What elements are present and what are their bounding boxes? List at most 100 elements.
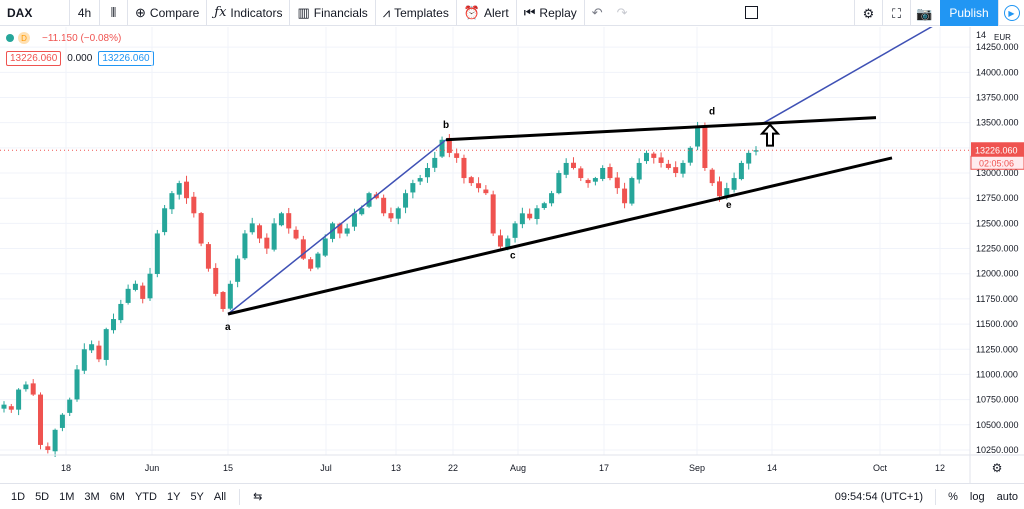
price-tick-label: 14250.000 [976, 42, 1019, 52]
auto-toggle[interactable]: auto [996, 491, 1018, 503]
price-axis-bg [970, 27, 1024, 483]
undo-button[interactable]: ↶ [585, 0, 610, 26]
range-1d[interactable]: 1D [11, 490, 26, 503]
range-5d[interactable]: 5D [35, 490, 50, 503]
candle-body [490, 194, 496, 234]
range-ytd[interactable]: YTD [134, 490, 157, 503]
calendar-range-icon: ⇆ [253, 491, 263, 503]
candle-body [585, 179, 591, 184]
clock[interactable]: 09:54:54 (UTC+1) [834, 491, 924, 503]
countdown-tag [970, 155, 1024, 170]
alert-button[interactable]: ⏰ Alert [457, 0, 517, 26]
symbol-search[interactable]: DAX [0, 0, 70, 26]
sell-price[interactable]: 13226.060 [6, 51, 62, 66]
candle-body [658, 157, 664, 163]
gear-icon: ⚙ [862, 5, 875, 21]
range-6m[interactable]: 6M [109, 490, 125, 503]
play-circle-icon: ▶ [1003, 5, 1020, 21]
candle-body [600, 167, 606, 179]
currency-label: EUR [994, 33, 1011, 42]
range-5y[interactable]: 5Y [190, 490, 204, 503]
candle-body [731, 178, 737, 190]
candle-body [738, 162, 744, 180]
candle-body [74, 369, 80, 400]
bottom-right-controls: 09:54:54 (UTC+1) % log auto [835, 484, 1018, 509]
range-1m[interactable]: 1M [59, 490, 75, 503]
chart-drawings [0, 27, 970, 316]
snapshot-button[interactable]: 📷 [910, 0, 938, 26]
templates-button[interactable]: ⩘ Templates [376, 0, 457, 26]
publish-button[interactable]: Publish [940, 0, 998, 26]
time-tick-label: Jun [145, 463, 160, 473]
price-tick-label: 10250.000 [976, 445, 1019, 455]
candle-body [337, 223, 343, 234]
top-toolbar: DAX 4h ⫴ ⊕ Compare ƒx Indicators ▥ Financia… [0, 0, 1024, 26]
price-tick-label: 10500.000 [976, 420, 1019, 430]
fullscreen-button[interactable]: ⛶ [882, 0, 910, 26]
replay-button[interactable]: ⏮ Replay [517, 0, 585, 26]
chart-type-button[interactable]: ⫴ [100, 0, 128, 26]
interval-selector[interactable]: 4h [70, 0, 100, 26]
price-tick-label: 10750.000 [976, 395, 1019, 405]
candle-body [30, 383, 36, 395]
breakout-arrow-icon [759, 123, 781, 147]
range-all[interactable]: All [213, 490, 227, 503]
candle-body [257, 225, 263, 239]
candle-body [505, 238, 511, 249]
candle-body [439, 139, 445, 157]
candle-body [67, 399, 73, 413]
layout-button[interactable] [738, 0, 765, 26]
compare-label: Compare [149, 5, 200, 20]
financials-button[interactable]: ▥ Financials [290, 0, 376, 26]
candle-body [607, 167, 613, 179]
indicators-button[interactable]: ƒx Indicators [207, 0, 291, 26]
candle-body [468, 177, 474, 184]
redo-button[interactable]: ↷ [610, 0, 635, 26]
candle-body [205, 244, 211, 269]
current-price-label: 13226.060 [975, 145, 1018, 155]
candle-body [96, 345, 102, 360]
candle-body [344, 228, 350, 234]
candle-body [278, 213, 284, 226]
candle-body [293, 229, 299, 239]
buy-price[interactable]: 13226.060 [98, 51, 154, 66]
candle-body [59, 414, 65, 428]
publish-menu-button[interactable]: ▶ [998, 0, 1024, 26]
candle-body [1, 404, 7, 409]
candle-body [709, 169, 715, 184]
bar-chart-icon: ▥ [297, 5, 310, 20]
date-range-button[interactable]: ⇆ [248, 490, 267, 503]
time-tick-label: 12 [935, 463, 945, 473]
price-chart[interactable]: a b c d e 14250.000 14000.000 13750.000 13500.0… [0, 27, 1024, 483]
candle-body [322, 238, 328, 256]
candle-body [680, 162, 686, 174]
axis-gear-icon: ⚙ [992, 461, 1003, 475]
candle-body [140, 285, 146, 299]
log-toggle[interactable]: log [969, 491, 985, 503]
candle-body [541, 203, 547, 208]
candle-body [132, 283, 138, 290]
candle-body [191, 196, 197, 214]
candle-body [351, 213, 357, 227]
price-tick-label: 13500.000 [976, 118, 1019, 128]
compare-button[interactable]: ⊕ Compare [128, 0, 208, 26]
fullscreen-icon: ⛶ [891, 5, 902, 21]
upper-trendline [445, 116, 877, 142]
candle-body [578, 168, 584, 179]
wave-labels: a b c d e [225, 107, 732, 333]
candle-body [169, 193, 175, 210]
candle-body [651, 153, 657, 158]
range-3m[interactable]: 3M [84, 490, 100, 503]
percent-toggle[interactable]: % [948, 491, 958, 503]
range-1y[interactable]: 1Y [166, 490, 181, 503]
replay-icon: ⏮ [523, 5, 536, 20]
redo-icon: ↷ [616, 5, 628, 20]
candle-body [592, 178, 598, 182]
spread-value: 0.000 [67, 53, 93, 64]
camera-icon: 📷 [916, 5, 933, 21]
price-tick-label: 14 [976, 30, 986, 40]
chart-legend: D −11.150 (−0.08%) [6, 32, 121, 44]
time-tick-label: Oct [873, 463, 888, 473]
settings-button[interactable]: ⚙ [854, 0, 882, 26]
symbol-label: DAX [7, 5, 33, 20]
